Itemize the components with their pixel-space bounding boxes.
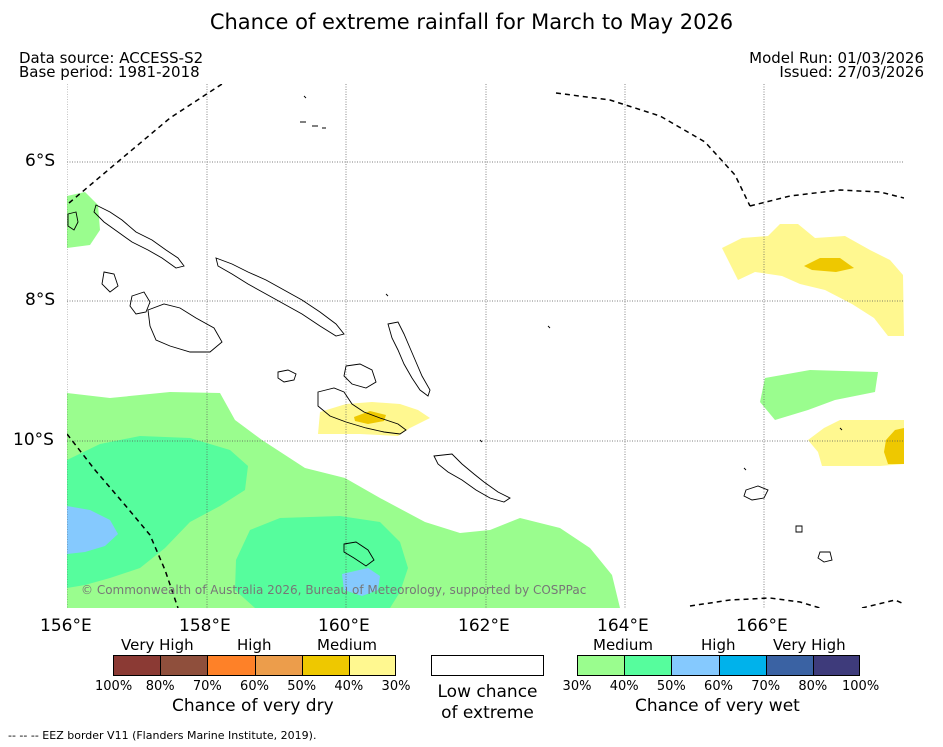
dry-40-zone-east	[884, 428, 904, 464]
base-period: Base period: 1981-2018	[19, 63, 200, 81]
wet-tick-label: 50%	[656, 679, 686, 694]
wet-40-zone-southwest	[67, 436, 248, 588]
gridlines	[67, 84, 904, 608]
wet-swatch-1	[624, 655, 673, 676]
wet-swatch-0	[577, 655, 626, 676]
dry-tick-label: 30%	[381, 679, 411, 694]
island-rennell	[300, 121, 326, 129]
dry-30-zone-northeast	[722, 224, 904, 336]
wet-header-high: High	[701, 636, 736, 654]
dry-tick-label: 40%	[334, 679, 364, 694]
wet-swatch-5	[812, 655, 860, 676]
wet-50-zone-south	[342, 568, 380, 596]
wet-medium-zone-northwest	[67, 192, 100, 248]
wet-tick-label: 80%	[798, 679, 828, 694]
island-shortland	[67, 211, 79, 231]
lon-tick-164e: 164°E	[597, 616, 649, 636]
dry-30-zone-east	[808, 420, 904, 466]
island-russell	[277, 369, 297, 383]
copyright-notice: © Commonwealth of Australia 2026, Bureau…	[81, 583, 587, 597]
island-new-georgia	[147, 303, 223, 353]
dry-tick-label: 100%	[95, 679, 133, 694]
island-ranongga	[101, 271, 119, 293]
wet-swatch-4	[765, 655, 814, 676]
dry-header-very-high: Very High	[121, 636, 194, 654]
low-chance-label-line2: of extreme	[441, 703, 534, 723]
wet-header-medium: Medium	[593, 636, 653, 654]
wet-swatch-3	[718, 655, 767, 676]
model-run: Model Run: 01/03/2026	[749, 49, 924, 67]
island-tinakula	[795, 525, 803, 533]
lon-tick-162e: 162°E	[458, 616, 510, 636]
islands	[67, 95, 843, 567]
dry-swatch-3	[254, 655, 303, 676]
island-vanikoro	[743, 485, 769, 501]
lat-tick-10s: 10°S	[13, 430, 54, 450]
dry-header-medium: Medium	[317, 636, 377, 654]
dry-swatch-0	[113, 655, 162, 676]
island-makira	[343, 541, 375, 567]
island-vella-lavella	[129, 291, 151, 315]
island-bougainville	[93, 204, 185, 269]
lon-tick-166e: 166°E	[736, 616, 788, 636]
wet-legend-label: Chance of very wet	[635, 696, 800, 716]
dry-swatch-5	[348, 655, 396, 676]
dry-tick-label: 50%	[287, 679, 317, 694]
wet-tick-label: 40%	[609, 679, 639, 694]
wet-swatch-2	[671, 655, 720, 676]
island-guadalcanal	[317, 387, 407, 435]
issued-date: Issued: 27/03/2026	[779, 63, 924, 81]
island-ontong-java	[303, 95, 843, 471]
data-source: Data source: ACCESS-S2	[19, 49, 204, 67]
dry-tick-label: 80%	[145, 679, 175, 694]
dry-40-zone-northeast	[804, 258, 854, 272]
wet-50-zone-west	[67, 506, 118, 554]
lat-tick-8s: 8°S	[25, 290, 56, 310]
map-title: Chance of extreme rainfall for March to …	[209, 10, 734, 34]
dry-swatch-1	[160, 655, 209, 676]
lon-tick-158e: 158°E	[179, 616, 231, 636]
lat-tick-6s: 6°S	[25, 151, 56, 171]
island-malaita	[433, 453, 511, 503]
wet-tick-label: 30%	[562, 679, 592, 694]
dry-swatch-4	[301, 655, 350, 676]
lon-tick-160e: 160°E	[318, 616, 370, 636]
map-frame	[67, 84, 904, 608]
wet-tick-label: 100%	[842, 679, 880, 694]
low-chance-swatch	[431, 655, 544, 676]
low-chance-label-line1: Low chance	[437, 682, 538, 702]
eez-border	[67, 84, 904, 608]
dry-40-zone-guadalcanal	[354, 411, 386, 424]
lon-tick-156e: 156°E	[40, 616, 92, 636]
island-santa-isabel	[387, 321, 431, 397]
island-choiseul	[215, 257, 345, 337]
island-florida	[343, 363, 377, 389]
wet-tick-label: 70%	[751, 679, 781, 694]
island-utupua	[817, 551, 833, 563]
dry-tick-label: 60%	[240, 679, 269, 694]
wet-tick-label: 60%	[704, 679, 733, 694]
dry-swatch-2	[207, 655, 256, 676]
dry-legend-label: Chance of very dry	[172, 696, 334, 716]
dry-header-high: High	[237, 636, 272, 654]
wet-header-very-high: Very High	[773, 636, 846, 654]
eez-footer-note: -- -- -- EEZ border V11 (Flanders Marine…	[8, 729, 317, 742]
dry-tick-label: 70%	[192, 679, 222, 694]
wet-medium-zone-east	[760, 370, 878, 420]
